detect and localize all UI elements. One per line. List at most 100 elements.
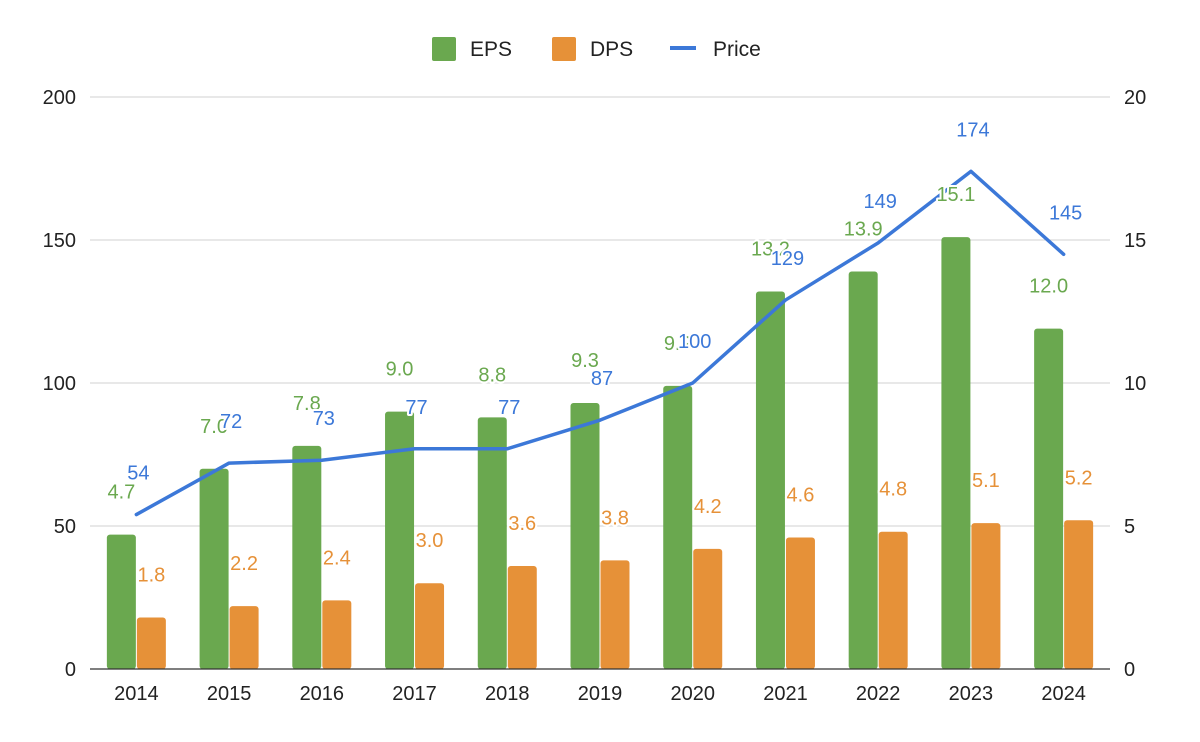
y-left-tick-label: 0 [65, 659, 76, 681]
price-data-label: 100 [678, 331, 711, 353]
eps-data-label: 15.1 [936, 184, 975, 206]
legend-label: Price [713, 38, 761, 61]
price-data-label: 77 [405, 397, 427, 419]
price-data-label: 87 [591, 368, 613, 390]
eps-data-label: 13.2 [751, 238, 790, 260]
x-tick-label: 2019 [578, 683, 623, 705]
eps-data-label: 8.8 [478, 364, 506, 386]
eps-data-label: 13.9 [844, 218, 883, 240]
dps-data-label: 4.2 [694, 496, 722, 518]
dps-bar [229, 606, 259, 669]
data-labels: 4.7 1.8 7.0 2.2 7.8 2.4 9.0 3.0 8.8 3.6 9.3 3.8 9.9 4… [105, 117, 1094, 588]
axes: 0 0 50 5 100 10 150 15 200 20 2014 2015 2016 2017 2018… [43, 87, 1147, 705]
y-left-tick-label: 100 [43, 373, 76, 395]
eps-data-label: 4.7 [107, 482, 135, 504]
price-data-label: 72 [220, 411, 242, 433]
legend-label: DPS [590, 38, 633, 61]
x-tick-label: 2024 [1041, 683, 1086, 705]
price-data-label: 54 [127, 463, 149, 485]
eps-bar [106, 534, 136, 669]
price-point [969, 169, 973, 173]
bars [106, 237, 1094, 669]
y-right-tick-label: 15 [1124, 230, 1146, 252]
y-left-tick-label: 150 [43, 230, 76, 252]
price-point [227, 461, 231, 465]
eps-bar [570, 403, 600, 669]
dps-data-label: 3.8 [601, 507, 629, 529]
dps-bar [415, 583, 445, 669]
x-tick-label: 2018 [485, 683, 530, 705]
dps-data-label: 2.4 [323, 547, 351, 569]
eps-data-label: 9.3 [571, 350, 599, 372]
y-right-tick-label: 5 [1124, 516, 1135, 538]
legend-swatch [552, 37, 576, 61]
legend-swatch [432, 37, 456, 61]
dps-data-label: 2.2 [230, 553, 258, 575]
price-line-group [134, 169, 1066, 517]
eps-data-label: 7.8 [293, 393, 321, 415]
dps-bar [507, 566, 537, 669]
price-point [413, 447, 417, 451]
legend-item-eps: EPS [432, 37, 512, 61]
dps-bar [878, 531, 908, 669]
price-point [876, 241, 880, 245]
eps-data-label: 9.0 [386, 359, 414, 381]
legend-item-price: Price [670, 38, 761, 61]
eps-bar [385, 411, 415, 669]
x-tick-label: 2017 [392, 683, 437, 705]
grid-lines [90, 96, 1110, 527]
y-right-tick-label: 20 [1124, 87, 1146, 109]
eps-bar [1034, 328, 1064, 669]
price-point [320, 458, 324, 462]
dps-bar [693, 548, 723, 669]
price-data-label: 73 [313, 408, 335, 430]
dps-bar [600, 560, 630, 669]
y-left-tick-label: 50 [54, 516, 76, 538]
legend-item-dps: DPS [552, 37, 633, 61]
dps-bar [136, 617, 166, 669]
x-tick-label: 2023 [949, 683, 994, 705]
price-data-label: 174 [956, 119, 989, 141]
eps-bar [663, 385, 693, 669]
eps-bar [848, 271, 878, 669]
x-tick-label: 2016 [300, 683, 345, 705]
price-data-label: 145 [1049, 202, 1082, 224]
dps-bar [785, 537, 815, 669]
price-data-label: 129 [771, 248, 804, 270]
price-point [505, 447, 509, 451]
price-data-label: 149 [863, 191, 896, 213]
price-data-label: 77 [498, 397, 520, 419]
x-tick-label: 2022 [856, 683, 901, 705]
price-point [134, 513, 138, 517]
price-point [1062, 252, 1066, 256]
price-point [783, 298, 787, 302]
x-tick-label: 2020 [670, 683, 715, 705]
eps-bar [941, 237, 971, 669]
x-tick-label: 2021 [763, 683, 808, 705]
dps-data-label: 3.6 [508, 513, 536, 535]
eps-bar [477, 417, 507, 669]
eps-data-label: 9.9 [664, 333, 692, 355]
price-line [134, 169, 1066, 517]
legend: EPS DPS Price [432, 37, 761, 61]
price-point [691, 381, 695, 385]
x-tick-label: 2014 [114, 683, 159, 705]
y-left-tick-label: 200 [43, 87, 76, 109]
eps-bar [199, 468, 229, 669]
dps-data-label: 5.2 [1065, 467, 1093, 489]
y-right-tick-label: 10 [1124, 373, 1146, 395]
dps-data-label: 3.0 [416, 530, 444, 552]
dps-bar [971, 523, 1001, 669]
dps-data-label: 1.8 [137, 565, 165, 587]
dps-data-label: 4.8 [879, 479, 907, 501]
eps-bar [292, 445, 322, 669]
legend-label: EPS [470, 38, 512, 61]
dps-bar [1064, 520, 1094, 669]
eps-data-label: 12.0 [1029, 276, 1068, 298]
dps-data-label: 5.1 [972, 470, 1000, 492]
x-tick-label: 2015 [207, 683, 252, 705]
price-point [598, 418, 602, 422]
eps-data-label: 7.0 [200, 416, 228, 438]
